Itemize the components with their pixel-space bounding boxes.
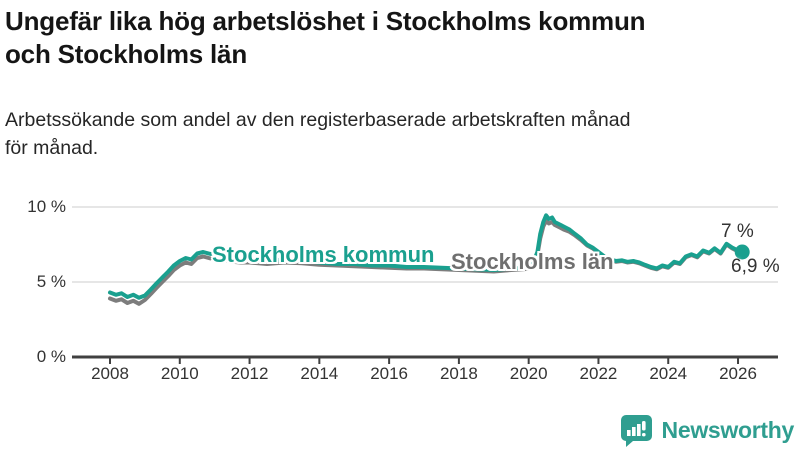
x-tick-label-2020: 2020 bbox=[509, 364, 548, 383]
x-tick-label-2022: 2022 bbox=[579, 364, 618, 383]
series-label-stockholms-kommun: Stockholms kommun bbox=[212, 242, 435, 267]
newsworthy-logo[interactable]: Newsworthy bbox=[619, 411, 794, 449]
newsworthy-logo-icon bbox=[620, 414, 652, 447]
line-stockholms-kommun bbox=[108, 213, 745, 300]
y-tick-label-10: 10 % bbox=[27, 197, 66, 216]
newsworthy-logo-text: Newsworthy bbox=[661, 416, 795, 443]
series-label-stockholms-lan: Stockholms län bbox=[451, 249, 614, 274]
page-title-line1: Ungefär lika hög arbetslöshet i Stockhol… bbox=[5, 6, 646, 36]
x-tick-label-2024: 2024 bbox=[649, 364, 688, 383]
end-point-marker bbox=[734, 244, 750, 260]
y-tick-label-5: 5 % bbox=[36, 272, 66, 291]
x-tick-label-2014: 2014 bbox=[300, 364, 339, 383]
x-tick-label-2008: 2008 bbox=[91, 364, 129, 383]
y-tick-label-0: 0 % bbox=[36, 347, 66, 366]
x-tick-label-2012: 2012 bbox=[230, 364, 269, 383]
x-tick-label-2016: 2016 bbox=[370, 364, 409, 383]
page-subtitle-line2: för månad. bbox=[5, 137, 99, 159]
x-tick-label-2010: 2010 bbox=[160, 364, 199, 383]
x-tick-label-2018: 2018 bbox=[439, 364, 478, 383]
x-tick-label-2026: 2026 bbox=[719, 364, 757, 383]
end-value-label-kommun: 7 % bbox=[721, 221, 754, 242]
page-subtitle: Arbetssökande som andel av den registerb… bbox=[5, 106, 795, 162]
page-title: Ungefär lika hög arbetslöshet i Stockhol… bbox=[5, 5, 795, 71]
page-subtitle-line1: Arbetssökande som andel av den registerb… bbox=[5, 109, 631, 131]
logo-bubble-shape bbox=[620, 414, 652, 447]
end-value-label-lan: 6,9 % bbox=[731, 256, 780, 277]
page-title-line2: och Stockholms län bbox=[5, 39, 248, 69]
